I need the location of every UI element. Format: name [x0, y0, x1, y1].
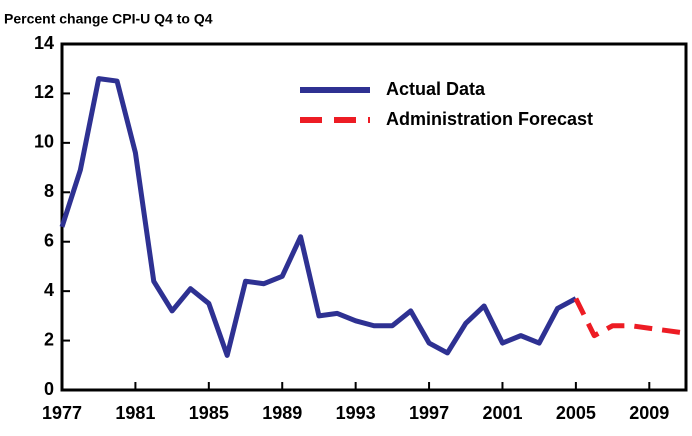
series-line: [59, 76, 578, 358]
x-tick-label: 2009: [629, 403, 669, 423]
x-tick-label: 1981: [115, 403, 155, 423]
y-tick-label: 4: [44, 280, 54, 300]
x-tick-label: 2005: [556, 403, 596, 423]
y-tick-label: 14: [34, 33, 54, 53]
x-tick-label: 1985: [189, 403, 229, 423]
y-tick-label: 12: [34, 82, 54, 102]
x-tick-label: 1997: [409, 403, 449, 423]
plot-frame: [60, 42, 688, 392]
x-tick-label: 1977: [42, 403, 82, 423]
y-tick-label: 6: [44, 230, 54, 250]
series-line: [573, 297, 687, 339]
legend-label: Actual Data: [386, 79, 486, 99]
y-tick-label: 2: [44, 329, 54, 349]
chart-subtitle: Percent change CPI-U Q4 to Q4: [4, 11, 213, 27]
y-tick-label: 8: [44, 181, 54, 201]
x-tick-label: 1993: [336, 403, 376, 423]
x-tick-label: 1989: [262, 403, 302, 423]
legend-label: Administration Forecast: [386, 109, 593, 129]
x-tick-label: 2001: [482, 403, 522, 423]
y-tick-label: 10: [34, 132, 54, 152]
y-tick-label: 0: [44, 379, 54, 399]
